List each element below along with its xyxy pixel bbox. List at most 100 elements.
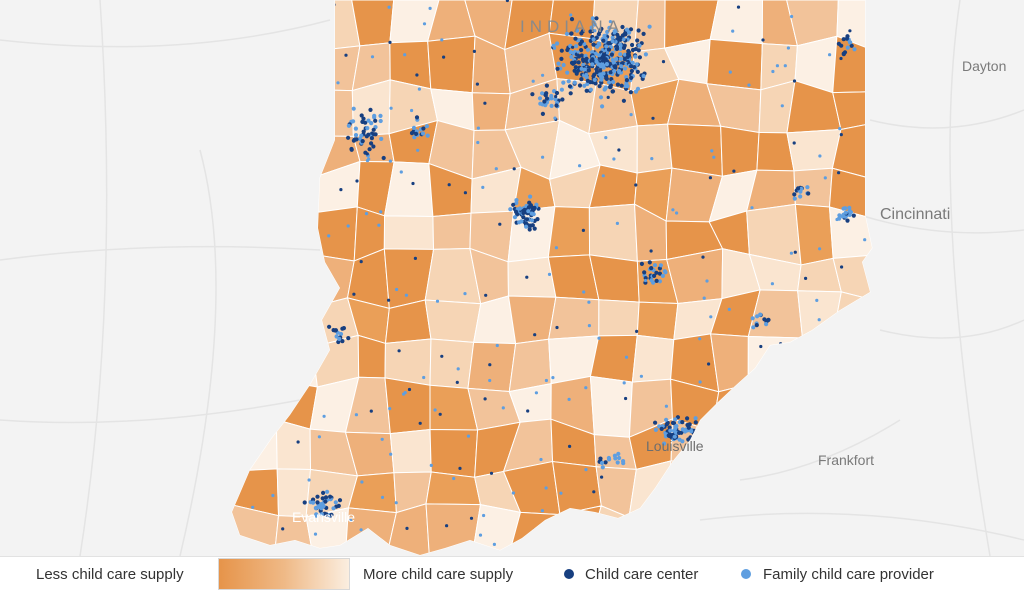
provider-dot [568,444,572,448]
map-area[interactable]: INDIANA Dayton Cincinnati Louisville Fra… [0,0,1024,556]
provider-dot [607,457,612,462]
provider-dot [489,471,494,475]
road-lines [0,0,1024,556]
county-cell [262,164,315,217]
provider-dot [611,60,616,65]
provider-dot [790,14,794,19]
provider-dot [359,528,363,532]
provider-dot [635,69,640,74]
provider-dot [355,179,359,183]
provider-dot [379,210,383,214]
county-cell [792,461,841,521]
provider-dot [689,429,694,434]
county-cell [747,383,792,435]
provider-dot [371,127,376,132]
provider-dot [603,460,608,465]
county-cell [754,461,798,521]
provider-dot [336,503,341,508]
provider-dot [381,155,386,161]
provider-dot [336,81,340,85]
provider-dot [378,113,383,118]
provider-dot [828,53,832,57]
provider-dot [559,48,564,53]
provider-dot [664,417,669,422]
provider-dot [333,500,338,505]
provider-dot [755,446,759,450]
provider-dot [241,84,245,88]
provider-dot [593,51,598,56]
provider-dot [555,325,559,330]
provider-dot [370,131,374,135]
provider-dot [246,288,250,293]
provider-dot [414,131,419,136]
provider-dot [403,53,407,57]
county-cell [788,388,844,435]
provider-dot [775,64,780,68]
provider-dot [612,31,617,35]
provider-dot [380,437,384,441]
county-cell [711,429,756,477]
provider-dot [815,298,819,302]
provider-dot [435,299,440,303]
county-cell [232,418,278,472]
provider-dot [579,77,584,82]
road-line [0,19,331,48]
provider-dot [754,323,759,328]
provider-dot [329,512,334,517]
provider-dot [629,75,634,80]
county-cell [749,427,798,477]
provider-dot [475,82,479,86]
county-cell [828,167,872,220]
provider-dot [581,228,586,232]
provider-dot [512,167,516,171]
county-cell [636,301,679,341]
provider-dot [307,478,311,482]
provider-dot [313,57,317,61]
provider-dot [839,56,843,61]
provider-dot [418,421,422,425]
provider-dot [445,524,449,528]
provider-dot [866,311,870,315]
provider-dot [612,157,616,161]
county-cell [232,250,266,305]
provider-dot [615,460,620,465]
county-cell [389,428,432,474]
provider-dot [792,192,797,197]
provider-dot [553,116,557,120]
provider-dot [753,549,757,553]
provider-dot [792,141,796,145]
provider-dot [420,131,426,136]
provider-dot [635,38,640,43]
provider-dot [608,70,613,75]
provider-dot [573,65,578,70]
provider-dot [469,516,474,520]
provider-dot [596,31,602,37]
provider-dot [526,209,531,214]
provider-dot [533,333,537,337]
provider-dot [604,76,609,81]
provider-dot [359,133,364,138]
provider-dot [702,296,706,300]
provider-dot [804,276,808,280]
provider-dot [840,214,845,219]
road-line [0,245,321,261]
provider-dot [321,490,326,495]
provider-dot [576,50,580,54]
provider-dot [868,428,872,432]
county-cell [794,203,834,266]
provider-dot [269,225,273,229]
provider-dot [848,210,854,215]
county-cell [386,503,430,555]
provider-dot [337,498,343,503]
provider-dot [447,183,451,187]
provider-dot [641,31,646,36]
provider-dot [498,222,502,226]
provider-dot [592,490,596,494]
provider-dot [594,59,599,64]
provider-dot [758,312,763,317]
provider-dot [649,278,654,283]
provider-dot [540,509,545,513]
provider-dot [365,152,369,156]
provider-dot [735,534,739,538]
provider-dot [569,31,574,36]
